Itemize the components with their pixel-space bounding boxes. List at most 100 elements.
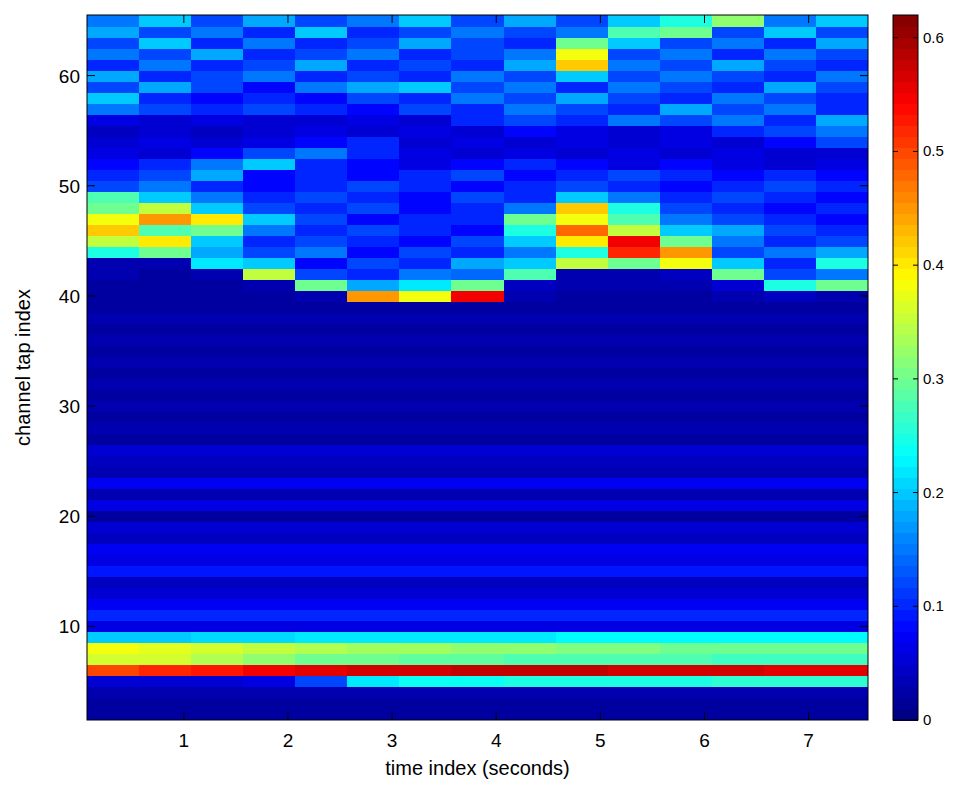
cell <box>243 323 296 335</box>
cell <box>764 158 817 170</box>
cell <box>451 566 504 578</box>
cell <box>347 246 400 258</box>
cell <box>816 70 868 82</box>
cell <box>764 257 817 269</box>
cell <box>347 368 400 380</box>
y-tick-right <box>860 185 868 186</box>
y-tick <box>87 75 95 76</box>
cell <box>504 334 557 346</box>
cell <box>608 213 661 225</box>
cell <box>451 92 504 104</box>
cell <box>399 456 452 468</box>
cell <box>295 643 348 655</box>
cell <box>243 279 296 291</box>
cell <box>87 599 140 611</box>
colorbar-step <box>893 169 918 181</box>
cell <box>139 445 192 457</box>
cell <box>816 588 868 600</box>
cell <box>556 533 609 545</box>
cell <box>660 246 713 258</box>
cell <box>243 632 296 644</box>
cell <box>712 191 765 203</box>
cell <box>139 467 192 479</box>
cell <box>243 610 296 622</box>
cell <box>347 588 400 600</box>
cell <box>608 246 661 258</box>
colorbar-step <box>893 434 918 446</box>
cell <box>712 434 765 446</box>
cell <box>87 643 140 655</box>
cell <box>712 621 765 633</box>
cell <box>764 323 817 335</box>
cell <box>712 37 765 49</box>
cell <box>295 434 348 446</box>
cell <box>399 92 452 104</box>
cell <box>504 136 557 148</box>
cell <box>295 577 348 589</box>
cell <box>504 345 557 357</box>
colorbar-step <box>893 390 918 402</box>
cell <box>87 511 140 523</box>
cell <box>295 500 348 512</box>
cell <box>347 334 400 346</box>
cell <box>87 544 140 556</box>
cell <box>504 59 557 71</box>
cell <box>660 555 713 567</box>
cell <box>816 577 868 589</box>
cell <box>87 125 140 137</box>
cell <box>712 26 765 38</box>
cell <box>712 136 765 148</box>
cell <box>816 114 868 126</box>
colorbar-tick-label: 0.6 <box>923 29 944 46</box>
cell <box>87 290 140 302</box>
cell <box>816 59 868 71</box>
cell <box>399 246 452 258</box>
cell <box>191 632 244 644</box>
cell <box>608 654 661 666</box>
cell <box>764 334 817 346</box>
cell <box>139 180 192 192</box>
cell <box>816 555 868 567</box>
cell <box>660 169 713 181</box>
cell <box>191 390 244 402</box>
cell <box>399 15 452 27</box>
cell <box>608 180 661 192</box>
cell <box>87 136 140 148</box>
cell <box>295 489 348 501</box>
cell <box>243 257 296 269</box>
cell <box>399 202 452 214</box>
cell <box>191 643 244 655</box>
cell <box>764 202 817 214</box>
cell <box>556 103 609 115</box>
cell <box>712 224 765 236</box>
cell <box>243 125 296 137</box>
y-tick-right <box>860 516 868 517</box>
cell <box>660 279 713 291</box>
cell <box>712 401 765 413</box>
cell <box>712 456 765 468</box>
cell <box>712 390 765 402</box>
cell <box>764 213 817 225</box>
cell <box>816 511 868 523</box>
cell <box>139 279 192 291</box>
y-tick <box>87 295 95 296</box>
cell <box>399 356 452 368</box>
cell <box>243 345 296 357</box>
cell <box>451 533 504 545</box>
colorbar-step <box>893 235 918 247</box>
cell <box>608 191 661 203</box>
x-tick <box>600 712 601 720</box>
cell <box>451 577 504 589</box>
cell <box>399 676 452 688</box>
cell <box>712 169 765 181</box>
cell <box>556 478 609 490</box>
cell <box>608 312 661 324</box>
cell <box>712 709 765 720</box>
cell <box>660 191 713 203</box>
cell <box>295 401 348 413</box>
cell <box>139 687 192 699</box>
cell <box>816 643 868 655</box>
cell <box>451 279 504 291</box>
colorbar-step <box>893 37 918 49</box>
cell <box>399 555 452 567</box>
